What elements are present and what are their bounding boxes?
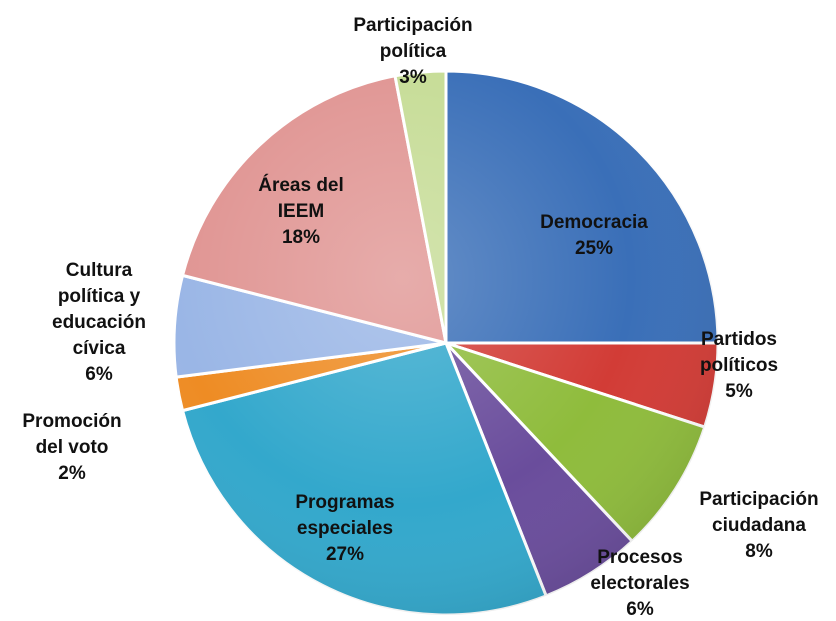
pie-label-procesos-electorales: Procesos electorales 6% [590, 547, 689, 620]
pie-label-democracia: Democracia 25% [540, 212, 648, 259]
pie-slice-democracia [444, 69, 720, 345]
pie-label-participacion-politica: Participación política 3% [353, 15, 472, 88]
pie-label-areas-del-ieem: Áreas del IEEM 18% [258, 174, 344, 248]
pie-label-programas-especiales: Programas especiales 27% [295, 492, 394, 565]
pie-label-cultura-politica-y-educacion-civica: Cultura política y educación cívica 6% [52, 260, 146, 385]
pie-label-partidos-politicos: Partidos políticos 5% [700, 329, 778, 402]
pie-label-promocion-del-voto: Promoción del voto 2% [22, 411, 121, 484]
pie-label-participacion-ciudadana: Participación ciudadana 8% [699, 489, 818, 562]
